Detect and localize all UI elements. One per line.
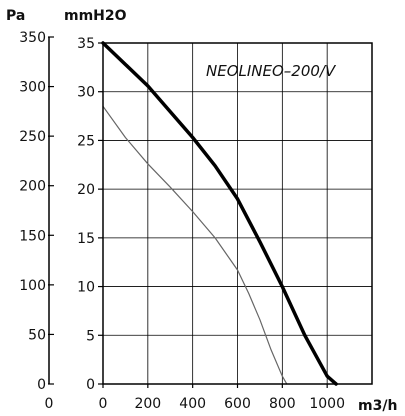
x-tick-label: 1000 (309, 396, 345, 412)
axis-labels: 0 200 400 600 800 100005101520253035050100150… (19, 30, 345, 412)
grid (103, 43, 372, 384)
mmh2o-tick-label: 20 (77, 182, 95, 198)
mmh2o-tick-label: 15 (77, 231, 95, 247)
axis-ticks (48, 36, 328, 388)
pa-tick-label: 0 (37, 377, 46, 393)
mmh2o-tick-label: 0 (86, 377, 95, 393)
mmh2o-tick-label: 25 (77, 133, 95, 149)
pa-tick-label: 50 (28, 327, 46, 343)
flow-unit-label: m3/h (358, 398, 397, 414)
x-tick-label: 800 (269, 396, 296, 412)
mmh2o-unit-label: mmH2O (64, 8, 127, 24)
mmh2o-tick-label: 10 (77, 280, 95, 296)
mmh2o-tick-label: 30 (77, 85, 95, 101)
x-tick-label: 400 (179, 396, 206, 412)
pa-tick-label: 150 (19, 228, 46, 244)
series-layer (101, 41, 338, 386)
x-tick-label: 0 (99, 396, 108, 412)
pa-tick-label: 200 (19, 179, 46, 195)
mmh2o-tick-label: 35 (77, 36, 95, 52)
model-annotation: NEOLINEO–200/V (206, 62, 337, 80)
x-tick-label: 200 (134, 396, 161, 412)
pa-tick-label: 250 (19, 129, 46, 145)
pa-tick-label: 300 (19, 80, 46, 96)
max-pressure-curve (101, 41, 338, 386)
pa-tick-label: 350 (19, 30, 46, 46)
pa-tick-label: 100 (19, 278, 46, 294)
mmh2o-tick-label: 5 (86, 328, 95, 344)
min-pressure-curve (102, 105, 288, 385)
x-tick-label: 600 (224, 396, 251, 412)
pa-origin-label: 0 (45, 396, 54, 412)
pa-unit-label: Pa (6, 8, 25, 24)
